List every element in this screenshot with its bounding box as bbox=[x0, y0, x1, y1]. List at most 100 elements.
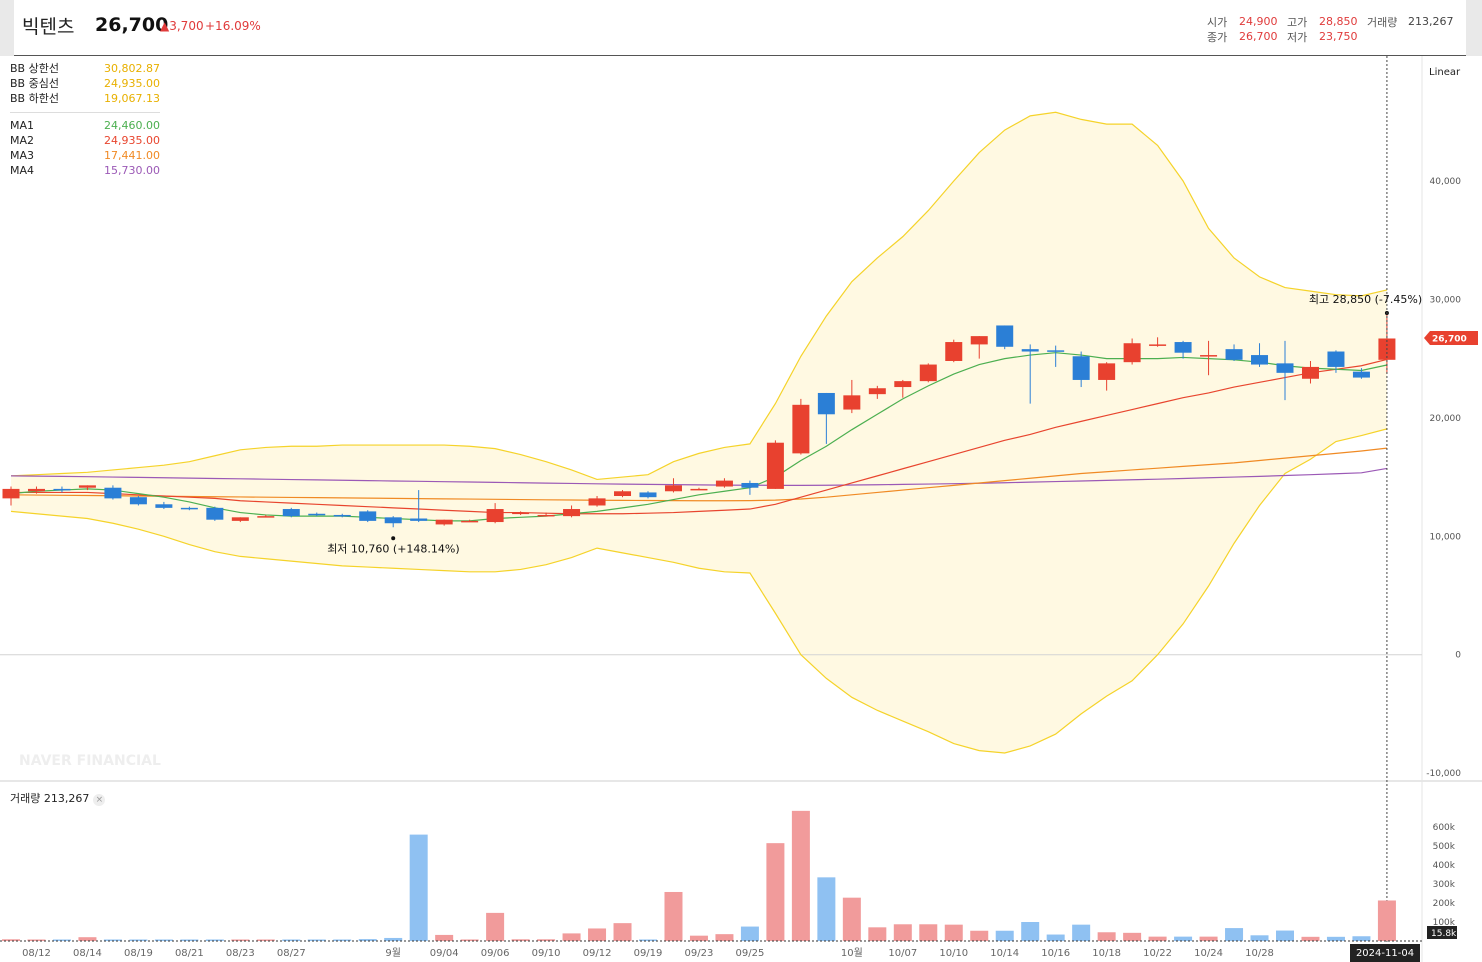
candle-body bbox=[868, 388, 886, 395]
candle-body bbox=[1098, 363, 1116, 380]
candle-body bbox=[1225, 349, 1243, 360]
volume-bar bbox=[995, 930, 1014, 941]
candle bbox=[792, 398, 810, 455]
candle bbox=[384, 516, 402, 528]
volume-bar bbox=[740, 926, 759, 941]
x-tick-label: 10/14 bbox=[990, 948, 1019, 959]
volume-bar bbox=[791, 810, 810, 941]
close-icon[interactable]: × bbox=[93, 794, 106, 806]
candle bbox=[282, 507, 300, 518]
candle-body bbox=[715, 480, 733, 487]
candle bbox=[1098, 362, 1116, 391]
price-tag-text: 26,700 bbox=[1432, 335, 1467, 345]
candle-body bbox=[410, 518, 428, 521]
candle bbox=[1047, 345, 1065, 367]
stock-name: 빅텐츠 bbox=[22, 16, 75, 38]
low-annotation: 최저 10,760 (+148.14%) bbox=[327, 542, 459, 555]
volume-value: 213,267 bbox=[1408, 15, 1454, 28]
candle bbox=[1251, 343, 1269, 367]
volume-bar bbox=[154, 939, 173, 941]
bb-upper-line bbox=[10, 111, 1388, 481]
volume-label: 거래량 bbox=[1367, 16, 1398, 29]
price-tick-label: 10,000 bbox=[1430, 532, 1462, 542]
date-tag: 2024-11-04 bbox=[1350, 944, 1420, 962]
candle bbox=[970, 336, 988, 359]
x-tick-label: 09/23 bbox=[685, 948, 714, 959]
frame-left-margin bbox=[0, 0, 14, 56]
candle bbox=[1225, 344, 1243, 361]
candle-body bbox=[537, 514, 555, 517]
volume-bar bbox=[639, 939, 657, 941]
open-value: 24,900 bbox=[1239, 15, 1278, 28]
candle bbox=[588, 496, 606, 507]
volume-tick-label: 600k bbox=[1433, 823, 1456, 833]
legend-name: BB 상한선 bbox=[10, 62, 59, 75]
bollinger-band-fill bbox=[11, 112, 1387, 753]
low-label: 저가 bbox=[1287, 31, 1308, 44]
volume-bar bbox=[1250, 935, 1269, 941]
indicator-legend: BB 상한선 30,802.87 BB 중심선 24,935.00 BB 하한선 19… bbox=[10, 61, 160, 178]
x-tick-label: 10/22 bbox=[1143, 948, 1172, 959]
candle-body bbox=[919, 364, 937, 382]
legend-value: 19,067.13 bbox=[104, 92, 160, 105]
candle-body bbox=[435, 519, 453, 525]
volume-bar bbox=[689, 935, 708, 941]
volume-bar bbox=[409, 834, 428, 941]
candle bbox=[1174, 340, 1192, 359]
ma2-line bbox=[11, 358, 1388, 515]
candle bbox=[461, 519, 479, 523]
volume-bar bbox=[1097, 932, 1116, 941]
legend-name: BB 중심선 bbox=[10, 77, 59, 90]
legend-value: 15,730.00 bbox=[104, 164, 160, 177]
ma4-line bbox=[10, 467, 1388, 486]
x-tick-label: 09/19 bbox=[634, 948, 663, 959]
bb-lower-line bbox=[10, 428, 1388, 754]
candle-body bbox=[1301, 366, 1319, 379]
volume-bar bbox=[664, 891, 683, 941]
candle bbox=[1276, 340, 1294, 401]
candle-body bbox=[1149, 344, 1167, 346]
candle bbox=[868, 385, 886, 399]
naver-financial-watermark: NAVER FINANCIAL bbox=[19, 753, 161, 769]
candle bbox=[945, 339, 963, 363]
candle bbox=[155, 501, 173, 510]
candle-body bbox=[1251, 355, 1269, 365]
x-tick-label: 09/04 bbox=[430, 948, 459, 959]
candle bbox=[537, 512, 555, 517]
candle-body bbox=[766, 442, 784, 489]
candle-body bbox=[512, 512, 530, 515]
candle-body bbox=[308, 513, 326, 516]
price-change: ▲3,700 bbox=[160, 19, 204, 33]
candle-body bbox=[1072, 356, 1090, 380]
x-tick-label: 10월 bbox=[841, 947, 863, 959]
candle bbox=[639, 491, 657, 499]
current-price: 26,700 bbox=[95, 14, 169, 36]
candle bbox=[435, 519, 453, 526]
open-label: 시가 bbox=[1207, 16, 1228, 29]
volume-bar bbox=[1174, 936, 1193, 941]
volume-bar bbox=[919, 924, 938, 941]
volume-bar bbox=[1021, 922, 1040, 941]
candle-body bbox=[78, 485, 96, 488]
candle bbox=[766, 440, 784, 489]
candle-body bbox=[664, 485, 682, 492]
x-tick-label: 10/07 bbox=[888, 948, 917, 959]
candle bbox=[1200, 340, 1218, 376]
legend-value: 24,935.00 bbox=[104, 134, 160, 147]
candle bbox=[53, 486, 71, 493]
candle bbox=[664, 478, 682, 493]
candle bbox=[78, 485, 96, 491]
volume-bar bbox=[2, 939, 20, 941]
x-tick-label: 09/12 bbox=[583, 948, 612, 959]
candle bbox=[563, 505, 581, 518]
legend-divider bbox=[10, 112, 160, 113]
candle-body bbox=[1021, 349, 1039, 352]
volume-bar bbox=[307, 939, 326, 941]
candle-body bbox=[741, 482, 759, 488]
volume-bar bbox=[893, 924, 912, 941]
volume-bar bbox=[205, 939, 224, 941]
candle-body bbox=[945, 342, 963, 361]
volume-tick-label: 200k bbox=[1433, 899, 1456, 909]
scale-mode-button[interactable]: Linear bbox=[1429, 67, 1461, 78]
